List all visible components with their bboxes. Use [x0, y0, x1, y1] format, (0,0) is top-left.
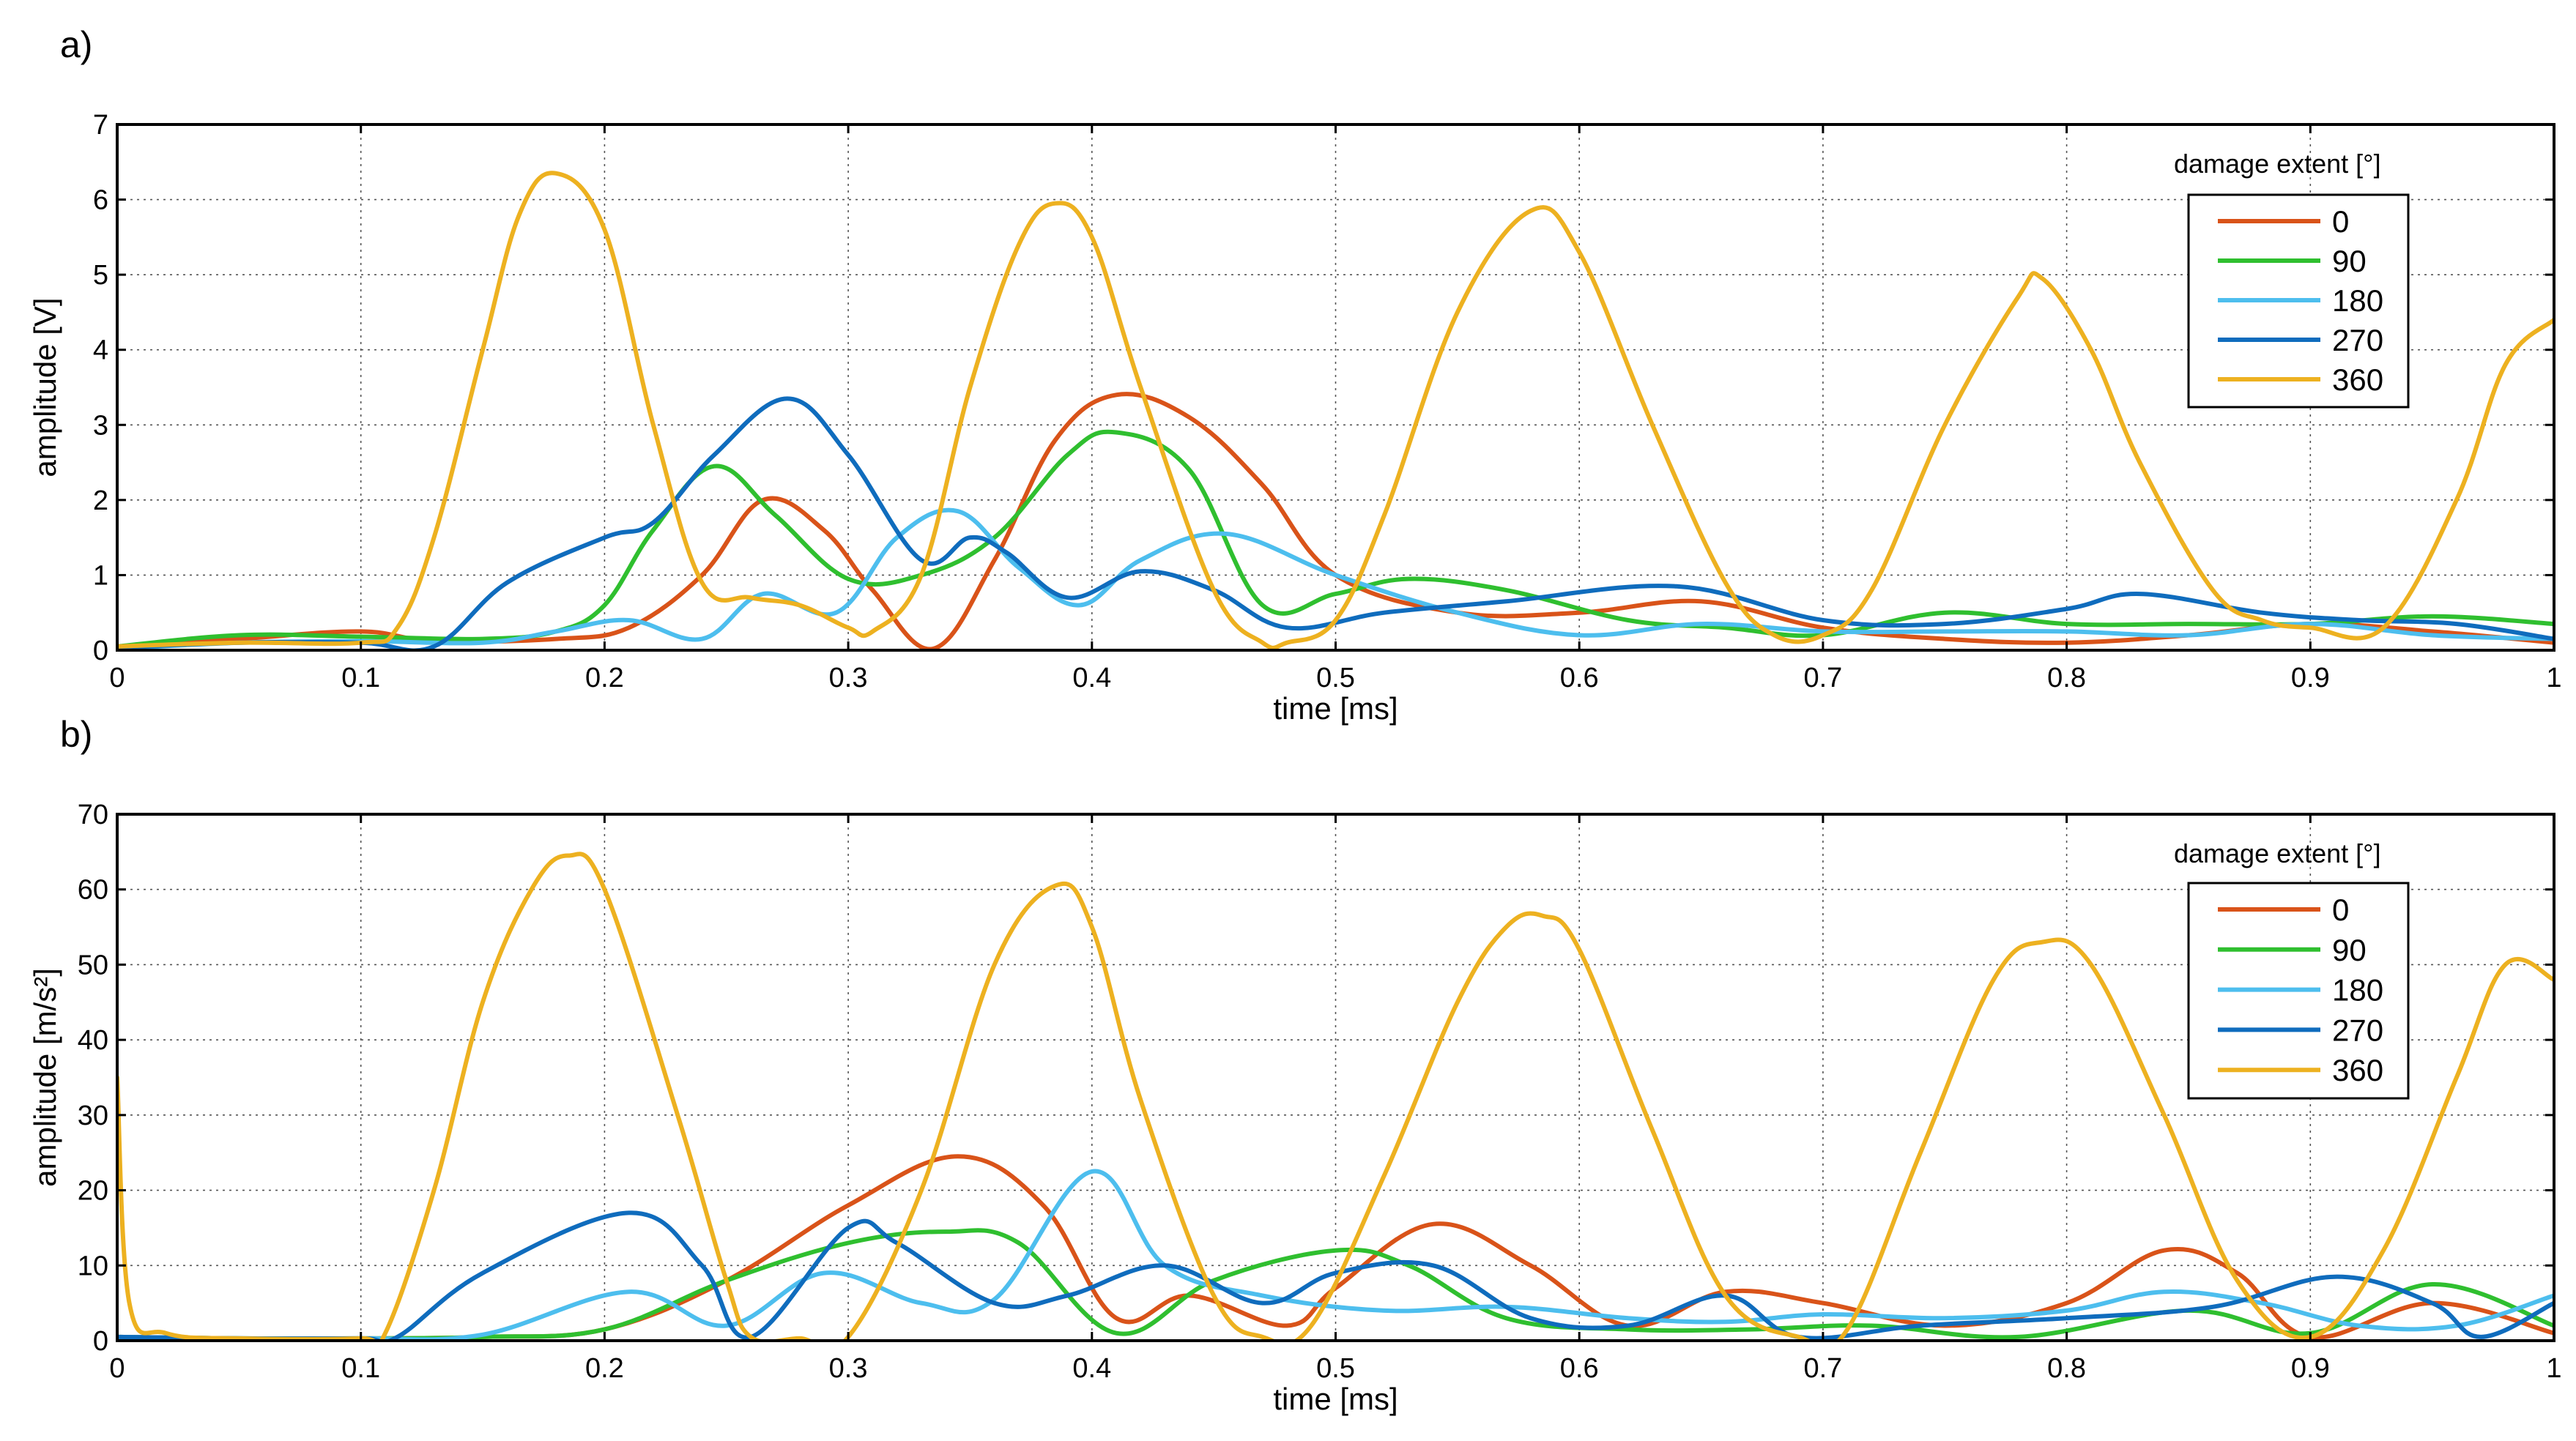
- series-line-180: [117, 507, 2554, 650]
- y-tick-label: 40: [78, 1025, 108, 1056]
- x-tick-label: 0.4: [1072, 663, 1111, 693]
- legend-label-90: 90: [2332, 244, 2367, 278]
- series-line-360: [117, 852, 2554, 1341]
- y-tick-label: 20: [78, 1176, 108, 1207]
- legend-label-270: 270: [2332, 323, 2383, 357]
- y-tick-label: 2: [93, 485, 108, 516]
- x-axis-label: time [ms]: [1273, 1382, 1398, 1416]
- series-line-90: [117, 1228, 2554, 1341]
- x-tick-label: 0.1: [341, 1353, 380, 1384]
- y-tick-label: 5: [93, 260, 108, 291]
- y-tick-label: 70: [78, 800, 108, 830]
- panel-b: b)0 0.1 0.2 0.3 0.4 0.5 0.6 0.7 0.8 0.9 1010203040…: [28, 714, 2562, 1416]
- x-tick-label: 0.2: [585, 663, 624, 693]
- x-tick-label: 0.3: [829, 1353, 868, 1384]
- y-tick-label: 0: [93, 1326, 108, 1357]
- series-line-90: [117, 429, 2554, 649]
- legend-title: damage extent [°]: [2174, 838, 2381, 868]
- legend-label-360: 360: [2332, 362, 2383, 397]
- y-tick-label: 3: [93, 410, 108, 441]
- legend-title: damage extent [°]: [2174, 149, 2381, 179]
- series-line-360: [117, 171, 2554, 650]
- legend-label-0: 0: [2332, 204, 2349, 239]
- x-tick-label: 1: [2546, 1353, 2561, 1384]
- y-tick-label: 7: [93, 110, 108, 141]
- y-axis-label: amplitude [V]: [28, 297, 62, 477]
- legend-label-360: 360: [2332, 1053, 2383, 1087]
- panel-label: a): [60, 24, 92, 65]
- legend-label-270: 270: [2332, 1013, 2383, 1047]
- series-line-0: [117, 392, 2554, 650]
- y-tick-label: 4: [93, 335, 108, 366]
- legend-label-180: 180: [2332, 283, 2383, 318]
- series-line-270: [117, 1210, 2554, 1341]
- x-tick-label: 0.8: [2047, 663, 2086, 693]
- series-group: [117, 171, 2554, 650]
- series-group: [117, 852, 2554, 1341]
- legend-label-0: 0: [2332, 893, 2349, 927]
- y-tick-label: 50: [78, 950, 108, 980]
- panel-label: b): [60, 714, 92, 755]
- x-tick-label: 0.1: [341, 663, 380, 693]
- x-tick-label: 0.2: [585, 1353, 624, 1384]
- y-tick-label: 6: [93, 185, 108, 216]
- y-tick-label: 10: [78, 1251, 108, 1281]
- x-tick-label: 0.9: [2291, 663, 2330, 693]
- x-tick-label: 0: [109, 1353, 125, 1384]
- x-tick-label: 0: [109, 663, 125, 693]
- x-tick-label: 0.3: [829, 663, 868, 693]
- series-line-270: [117, 396, 2554, 650]
- x-tick-label: 0.8: [2047, 1353, 2086, 1384]
- x-tick-label: 0.7: [1803, 663, 1842, 693]
- legend-label-90: 90: [2332, 933, 2367, 967]
- y-tick-label: 0: [93, 636, 108, 666]
- x-tick-label: 0.6: [1560, 663, 1599, 693]
- series-line-180: [117, 1169, 2554, 1341]
- x-tick-label: 0.5: [1316, 1353, 1355, 1384]
- x-tick-label: 1: [2546, 663, 2561, 693]
- x-tick-label: 0.5: [1316, 663, 1355, 693]
- x-axis-label: time [ms]: [1273, 691, 1398, 726]
- x-tick-label: 0.4: [1072, 1353, 1111, 1384]
- x-tick-label: 0.7: [1803, 1353, 1842, 1384]
- legend-label-180: 180: [2332, 973, 2383, 1008]
- y-axis-label: amplitude [m/s²]: [28, 968, 62, 1187]
- y-tick-label: 60: [78, 875, 108, 906]
- panel-a: a) 0 0.1 0.2 0.3 0.4 0.5 0.6 0.7 0.8 0.9 1 0 1 2 3 4 5 6 7 t…: [28, 24, 2562, 726]
- x-tick-label: 0.9: [2291, 1353, 2330, 1384]
- x-tick-label: 0.6: [1560, 1353, 1599, 1384]
- y-tick-label: 30: [78, 1101, 108, 1131]
- y-tick-label: 1: [93, 560, 108, 591]
